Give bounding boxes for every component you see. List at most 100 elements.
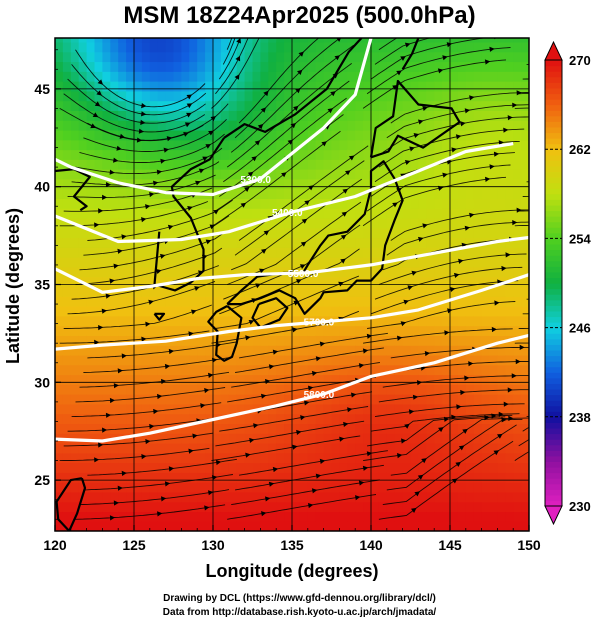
heatmap-cell bbox=[481, 139, 491, 151]
heatmap-cell bbox=[78, 462, 88, 473]
heatmap-cell bbox=[402, 208, 412, 219]
heatmap-cell bbox=[197, 384, 206, 395]
heatmap-cell bbox=[268, 188, 277, 200]
streamline bbox=[79, 489, 230, 506]
heatmap-cell bbox=[260, 159, 269, 170]
heatmap-cell bbox=[157, 41, 167, 53]
heatmap-cell bbox=[141, 129, 151, 141]
heatmap-cell bbox=[378, 120, 388, 131]
heatmap-cell bbox=[410, 472, 419, 483]
heatmap-cell bbox=[315, 511, 325, 522]
streamline-arrow bbox=[113, 383, 119, 389]
heatmap-cell bbox=[363, 491, 372, 503]
heatmap-cell bbox=[434, 384, 443, 395]
heatmap-cell bbox=[220, 315, 230, 327]
heatmap-cell bbox=[442, 71, 451, 82]
streamline bbox=[362, 176, 507, 227]
heatmap-cell bbox=[323, 129, 333, 141]
heatmap-cell bbox=[94, 237, 103, 248]
heatmap-cell bbox=[149, 208, 159, 219]
heatmap-cell bbox=[307, 149, 317, 160]
heatmap-cell bbox=[315, 51, 325, 63]
heatmap-cell bbox=[418, 51, 427, 63]
heatmap-cell bbox=[450, 139, 459, 151]
heatmap-cell bbox=[489, 423, 498, 434]
heatmap-cell bbox=[386, 120, 396, 131]
heatmap-cell bbox=[434, 394, 443, 405]
heatmap-cell bbox=[347, 71, 356, 82]
heatmap-cell bbox=[213, 384, 222, 395]
heatmap-cell bbox=[426, 296, 435, 307]
streamline-arrow bbox=[105, 412, 112, 418]
heatmap-cell bbox=[165, 159, 175, 170]
heatmap-cell bbox=[292, 501, 301, 513]
streamline bbox=[238, 38, 320, 124]
heatmap-cell bbox=[228, 482, 238, 493]
streamline-arrow bbox=[136, 137, 143, 143]
heatmap-cell bbox=[473, 433, 483, 444]
colorbar-segment bbox=[545, 472, 562, 479]
heatmap-cell bbox=[513, 521, 522, 531]
heatmap-cell bbox=[339, 51, 348, 63]
streamline-arrow bbox=[102, 194, 108, 200]
heatmap-cell bbox=[394, 472, 404, 483]
heatmap-cell bbox=[189, 139, 198, 151]
heatmap-cell bbox=[489, 384, 498, 395]
heatmap-cell bbox=[386, 51, 396, 63]
heatmap-cell bbox=[418, 433, 427, 444]
heatmap-cell bbox=[481, 403, 491, 415]
heatmap-cell bbox=[426, 364, 435, 376]
streamline-arrow bbox=[421, 458, 427, 464]
heatmap-cell bbox=[481, 129, 491, 141]
heatmap-cell bbox=[481, 491, 491, 503]
heatmap-cell bbox=[521, 237, 529, 248]
heatmap-cell bbox=[442, 286, 451, 297]
heatmap-cell bbox=[62, 169, 72, 180]
heatmap-cell bbox=[410, 491, 419, 503]
heatmap-cell bbox=[371, 227, 380, 239]
heatmap-cell bbox=[378, 139, 388, 151]
heatmap-cell bbox=[197, 41, 206, 53]
heatmap-cell bbox=[434, 296, 443, 307]
heatmap-cell bbox=[173, 90, 182, 102]
streamline-arrow bbox=[569, 469, 575, 474]
heatmap-cell bbox=[260, 81, 269, 92]
heatmap-cell bbox=[244, 100, 254, 111]
heatmap-cell bbox=[489, 208, 498, 219]
heatmap-cell bbox=[205, 38, 214, 43]
heatmap-cell bbox=[426, 178, 435, 190]
heatmap-cell bbox=[521, 286, 529, 297]
heatmap-cell bbox=[205, 335, 214, 346]
heatmap-cell bbox=[102, 110, 111, 121]
heatmap-cell bbox=[55, 227, 64, 239]
heatmap-cell bbox=[339, 345, 348, 356]
heatmap-cell bbox=[473, 472, 483, 483]
streamline-arrow bbox=[319, 458, 326, 464]
colorbar-tick-label: 246 bbox=[569, 321, 591, 336]
colorbar-segment bbox=[545, 87, 562, 95]
heatmap-cell bbox=[118, 51, 127, 63]
heatmap-cell bbox=[339, 472, 348, 483]
heatmap-cell bbox=[378, 110, 388, 121]
heatmap-cell bbox=[473, 306, 483, 317]
heatmap-cell bbox=[157, 100, 167, 111]
heatmap-cell bbox=[118, 208, 127, 219]
heatmap-cell bbox=[244, 139, 254, 151]
heatmap-cell bbox=[347, 237, 356, 248]
heatmap-cell bbox=[299, 501, 309, 513]
heatmap-cell bbox=[299, 188, 309, 200]
streamline bbox=[363, 328, 513, 344]
heatmap-cell bbox=[442, 521, 451, 531]
heatmap-cell bbox=[315, 296, 325, 307]
heatmap-cell bbox=[371, 257, 380, 268]
heatmap-cell bbox=[339, 198, 348, 209]
heatmap-cell bbox=[521, 482, 529, 493]
heatmap-cell bbox=[157, 345, 167, 356]
heatmap-cell bbox=[78, 433, 88, 444]
heatmap-cell bbox=[134, 178, 143, 190]
heatmap-cell bbox=[457, 198, 467, 209]
heatmap-cell bbox=[134, 61, 143, 72]
streamline-arrow bbox=[351, 392, 357, 398]
heatmap-cell bbox=[70, 296, 80, 307]
